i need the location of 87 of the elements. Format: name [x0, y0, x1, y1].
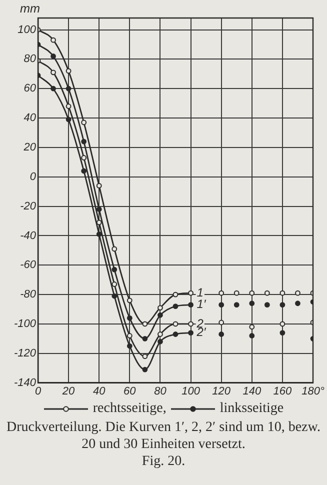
point: [158, 312, 163, 318]
caption: Fig. 20.: [140, 452, 186, 470]
point: [158, 305, 163, 310]
x-tick-label: 180°: [302, 385, 325, 398]
y-tick-label: -40: [20, 230, 37, 242]
point: [142, 366, 148, 372]
point: [112, 266, 118, 272]
point: [50, 54, 56, 59]
text: rechtsseitige,: [92, 400, 166, 417]
y-tick-label: 100: [18, 24, 37, 36]
y-tick-label: 20: [22, 142, 37, 154]
point: [172, 304, 178, 310]
y-tick-label: -80: [20, 288, 37, 301]
series-label: 1: [196, 285, 204, 300]
point: [280, 321, 286, 327]
point: [126, 298, 132, 304]
y-tick-label: -140: [14, 376, 37, 389]
point: [112, 282, 118, 287]
point: [264, 302, 270, 308]
point: [280, 330, 286, 336]
y-tick-label: -20: [20, 200, 37, 212]
point: [96, 232, 102, 237]
point: [50, 70, 56, 76]
point: [249, 333, 255, 338]
point: [126, 315, 132, 321]
x-tick-label: 160: [273, 385, 292, 398]
x-tick-label: 60: [124, 385, 137, 398]
point: [280, 302, 286, 308]
point: [126, 333, 132, 338]
y-tick-label: 80: [24, 53, 37, 66]
point: [172, 332, 178, 337]
x-tick-label: 20: [61, 385, 76, 398]
point: [249, 300, 255, 306]
point: [81, 168, 87, 174]
point: [158, 332, 163, 337]
point: [96, 206, 102, 212]
point: [264, 290, 270, 296]
point: [81, 120, 87, 126]
point: [66, 116, 72, 122]
point: [218, 302, 224, 308]
point: [112, 246, 118, 252]
point: [218, 332, 224, 337]
y-tick-label: 40: [24, 112, 37, 124]
x-tick-label: 140: [242, 385, 262, 398]
y-tick-label: 0: [30, 170, 37, 183]
point: [66, 68, 72, 74]
point: [188, 290, 194, 296]
point: [66, 86, 72, 92]
point: [142, 354, 148, 360]
point: [142, 321, 148, 327]
x-tick-label: 120: [212, 385, 232, 398]
point: [172, 292, 178, 298]
x-tick-label: 100: [182, 385, 201, 398]
point: [126, 343, 132, 349]
point: [295, 290, 300, 296]
point: [96, 182, 102, 188]
point: [188, 321, 194, 327]
y-tick-label: 60: [24, 82, 37, 95]
point: [295, 300, 300, 306]
point: [218, 290, 224, 296]
text: Druckverteilung. Die Kurven 1′, 2, 2′ sind um 10, bezw. 20 und 30 Einheiten versetzt.: [6, 418, 322, 452]
point: [188, 330, 194, 336]
point: [142, 336, 148, 342]
point: [112, 293, 118, 299]
text: linksseitige: [218, 400, 284, 417]
point: [188, 302, 194, 308]
point: [66, 104, 72, 109]
y-tick-label: -60: [20, 259, 37, 272]
y-tick-label: -100: [14, 318, 37, 330]
x-tick-label: 80: [154, 385, 168, 398]
point: [158, 338, 163, 344]
point: [81, 155, 87, 160]
x-tick-label: 40: [92, 385, 106, 398]
y-tick-label: -120: [14, 347, 37, 360]
point: [280, 290, 286, 296]
point: [50, 37, 56, 43]
point: [234, 290, 240, 296]
point: [249, 290, 255, 296]
series-label: 1′: [196, 297, 206, 312]
point: [249, 324, 255, 330]
point: [218, 320, 224, 326]
point: [50, 86, 56, 92]
y-axis-title: mm: [20, 1, 40, 16]
point: [81, 138, 87, 144]
point: [172, 321, 178, 327]
point: [96, 220, 102, 226]
point: [234, 302, 240, 308]
